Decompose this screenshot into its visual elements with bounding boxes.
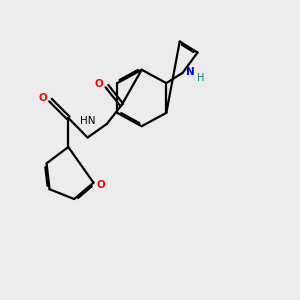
Text: O: O [94,79,103,89]
Text: N: N [186,67,195,77]
Text: H: H [197,73,204,83]
Text: HN: HN [80,116,96,127]
Text: O: O [38,93,47,103]
Text: O: O [97,180,105,190]
